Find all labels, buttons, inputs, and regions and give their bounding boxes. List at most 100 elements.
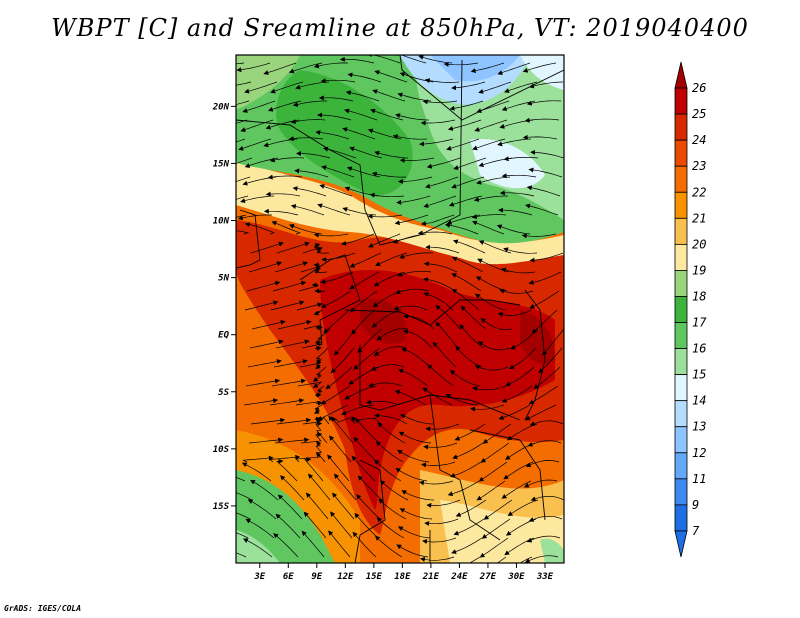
streamline bbox=[378, 498, 407, 520]
map-frame bbox=[235, 54, 565, 564]
streamline bbox=[317, 404, 349, 421]
streamline bbox=[236, 230, 250, 235]
streamline bbox=[353, 436, 378, 463]
streamline bbox=[315, 440, 326, 463]
streamline bbox=[272, 280, 307, 292]
streamline bbox=[236, 100, 250, 105]
streamline bbox=[497, 62, 531, 75]
streamline bbox=[250, 479, 279, 501]
colorbar-swatch bbox=[674, 478, 688, 506]
streamline bbox=[236, 476, 246, 482]
streamline bbox=[447, 119, 482, 131]
streamline bbox=[342, 127, 376, 140]
streamline bbox=[529, 290, 560, 309]
streamline bbox=[474, 293, 506, 311]
streamline bbox=[372, 89, 406, 102]
colorbar-swatch bbox=[674, 270, 688, 297]
streamline bbox=[328, 530, 351, 558]
streamline bbox=[236, 195, 249, 200]
streamline bbox=[274, 437, 310, 444]
streamline bbox=[419, 138, 454, 147]
streamline bbox=[445, 393, 479, 406]
streamline bbox=[320, 385, 351, 405]
streamline bbox=[331, 416, 354, 444]
streamline bbox=[507, 499, 539, 517]
colorbar-label: 26 bbox=[692, 81, 706, 95]
streamline bbox=[472, 138, 506, 151]
streamline bbox=[292, 100, 327, 107]
streamline bbox=[419, 556, 455, 562]
streamline bbox=[241, 462, 272, 482]
streamline bbox=[320, 290, 352, 308]
streamline bbox=[236, 532, 249, 539]
streamline bbox=[307, 473, 331, 501]
streamline bbox=[352, 531, 377, 558]
streamline bbox=[273, 533, 299, 558]
streamline bbox=[451, 288, 480, 311]
streamline bbox=[375, 535, 403, 558]
streamline bbox=[526, 100, 562, 106]
colorbar-label: 22 bbox=[692, 185, 706, 199]
streamline bbox=[501, 267, 536, 274]
colorbar-swatch bbox=[674, 452, 688, 480]
streamline bbox=[236, 138, 246, 143]
streamline bbox=[297, 381, 322, 388]
streamline bbox=[321, 252, 356, 262]
streamline bbox=[529, 252, 564, 263]
streamline bbox=[371, 309, 402, 328]
lat-label: 5S bbox=[218, 388, 229, 398]
colorbar: 26 25 24 23 22 21 20 19 18 17 16 15 14 13 12 11 9 7 bbox=[674, 61, 707, 558]
colorbar-label: 25 bbox=[692, 107, 706, 121]
streamline bbox=[530, 149, 564, 159]
streamline bbox=[497, 309, 532, 317]
streamline bbox=[374, 413, 408, 425]
streamline bbox=[314, 328, 331, 346]
streamline bbox=[477, 341, 511, 351]
streamline bbox=[529, 420, 564, 426]
streamline bbox=[355, 418, 380, 444]
lon-label: 33E bbox=[536, 572, 554, 582]
lat-label: 15S bbox=[213, 502, 230, 512]
streamline bbox=[354, 512, 379, 539]
streamline bbox=[236, 62, 245, 65]
colorbar-swatch bbox=[674, 113, 688, 141]
streamline bbox=[528, 81, 564, 89]
colorbar-label: 21 bbox=[692, 211, 706, 225]
streamline bbox=[417, 230, 453, 236]
streamline bbox=[357, 328, 383, 354]
colorbar-label: 16 bbox=[692, 342, 706, 356]
streamline bbox=[508, 347, 537, 369]
colorbar-swatch bbox=[674, 504, 688, 532]
colorbar-label: 9 bbox=[692, 498, 699, 512]
colorbar-swatch bbox=[674, 348, 688, 376]
colorbar-swatch bbox=[674, 191, 688, 219]
streamline bbox=[451, 176, 485, 189]
streamline bbox=[375, 440, 404, 463]
streamline bbox=[446, 138, 480, 151]
streamline bbox=[374, 459, 402, 482]
streamline bbox=[301, 343, 322, 352]
streamline bbox=[393, 305, 428, 311]
streamline bbox=[236, 119, 248, 124]
streamline bbox=[350, 290, 378, 313]
streamline bbox=[451, 256, 484, 273]
streamline bbox=[480, 318, 513, 330]
streamline bbox=[425, 244, 460, 254]
latitude-axis: 20N 15N 10N 5N EQ 5S 10S 15S bbox=[212, 102, 236, 512]
streamline bbox=[422, 387, 453, 406]
streamline bbox=[276, 417, 312, 425]
streamline bbox=[447, 480, 480, 497]
streamline bbox=[525, 460, 560, 468]
streamline bbox=[479, 537, 509, 558]
streamline bbox=[236, 492, 253, 501]
streamline bbox=[370, 364, 405, 371]
streamline bbox=[236, 512, 251, 520]
streamline bbox=[476, 480, 506, 501]
streamline bbox=[251, 319, 286, 330]
streamline bbox=[242, 100, 276, 113]
streamline bbox=[524, 117, 560, 123]
streamline bbox=[298, 282, 319, 292]
streamline bbox=[443, 61, 479, 67]
colorbar-label: 11 bbox=[692, 472, 706, 486]
streamline bbox=[498, 207, 533, 216]
